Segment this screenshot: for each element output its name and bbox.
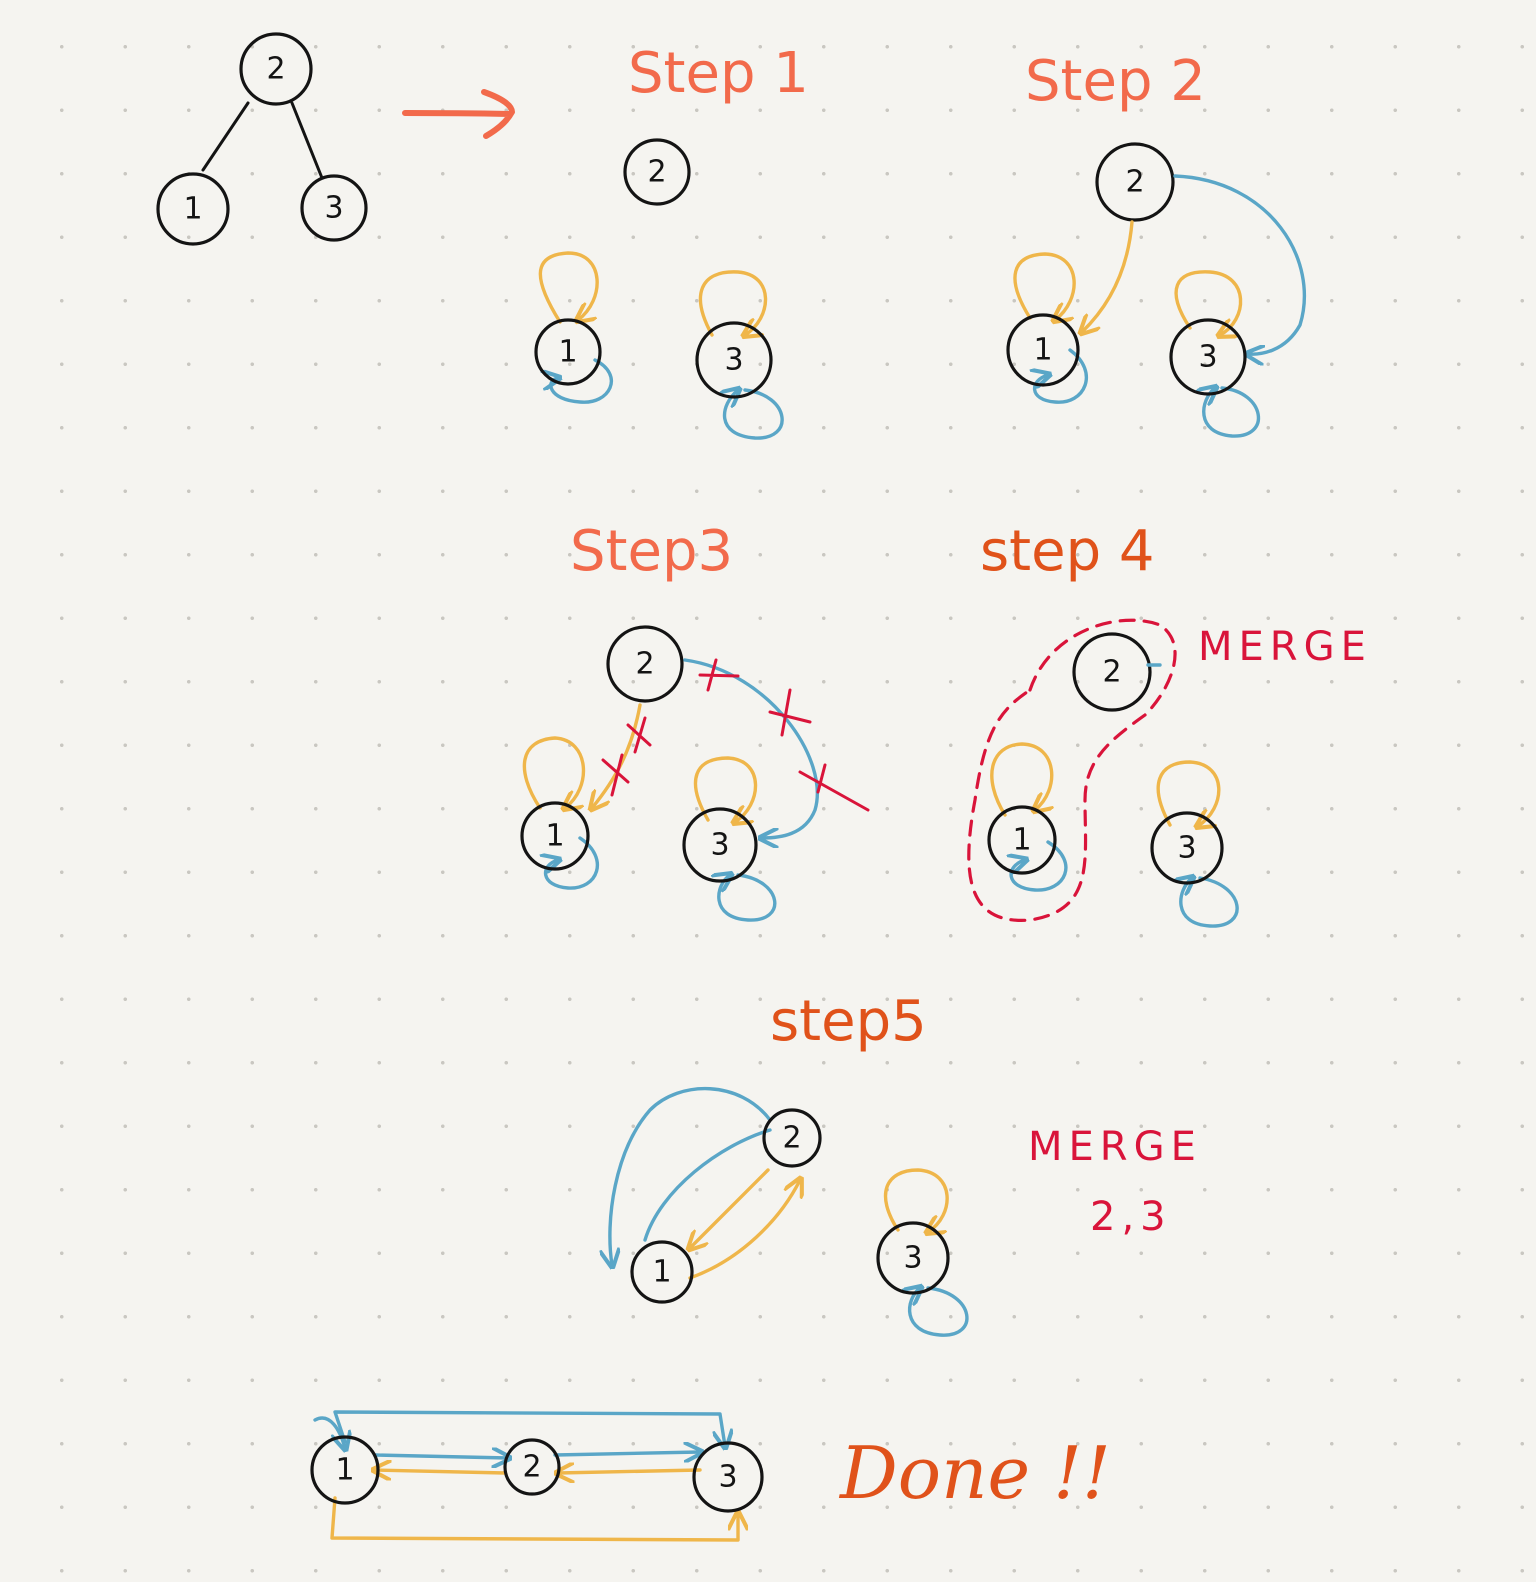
step3-cut-mark-5 [798,763,870,812]
step3-cut-mark-4 [768,688,812,737]
step5-edge-1-to-2-orange [688,1180,800,1280]
final-node-1-blue-in [313,1416,345,1448]
step1-node-1-label: 1 [558,335,577,370]
step2-node-1-label: 1 [1033,333,1052,368]
tree-node-2-label: 2 [266,52,285,87]
step2-node-2: 2 [1095,142,1175,222]
step4-heading: step 4 [980,519,1155,584]
step2-node-1: 1 [1006,313,1080,387]
tree-edge-left [201,101,250,172]
step5-merge-label-line1: MERGE [1028,1124,1202,1170]
step2-node-3-right-self-loop [1204,388,1261,438]
step4-node-3-right-self-loop [1181,878,1239,928]
original-tree: 2 1 3 [156,32,515,246]
step3-node-1-left-self-loop [522,736,586,808]
step1-node-3-left-self-loop [698,270,768,335]
step4-node-3-left-self-loop [1156,760,1221,826]
tree-edge-right [290,101,324,180]
step3-node-3-right-self-loop [719,875,777,922]
tree-node-2: 2 [239,32,313,106]
step4-node-3: 3 [1150,811,1224,885]
final-edge-1-to-2-blue [373,1455,508,1458]
step5-edge-1-to-2-inner [643,1128,772,1242]
step3-cut-mark-3 [698,658,740,692]
final-edge-2-to-1-orange [375,1470,507,1473]
step3-node-3-label: 3 [710,828,729,863]
done-label: Done !! [838,1431,1111,1515]
step2-node-3: 3 [1169,318,1247,396]
step5-heading: step5 [770,989,927,1054]
tree-node-1-label: 1 [183,192,202,227]
step2-heading: Step 2 [1025,49,1206,114]
step4-node-1-left-self-loop [990,742,1052,817]
final-list-group: 1 2 3 Done !! [310,1410,1111,1542]
step5-merge-label-line2: 2,3 [1090,1194,1172,1240]
step1-node-1: 1 [534,318,602,386]
step1-node-3-right-self-loop [725,390,784,440]
step4-node-2: 2 [1072,632,1152,712]
step3-group: Step3 2 1 3 [520,519,870,922]
final-edge-2-to-3-blue [553,1452,700,1455]
step1-node-1-left-self-loop [538,251,599,322]
step5-edge-2-to-1-orange [690,1168,770,1248]
step3-node-1-label: 1 [545,819,564,854]
step1-group: Step 1 2 1 3 [534,41,809,440]
step5-node-2: 2 [762,1108,822,1168]
final-node-2-label: 2 [522,1450,541,1485]
step5-node-3: 3 [876,1221,950,1295]
step3-edge-2-left-to-1 [592,703,642,808]
step3-cut-mark-2 [601,753,630,797]
step5-node-1-label: 1 [652,1255,671,1290]
tree-node-3-label: 3 [324,191,343,226]
step3-heading: Step3 [570,519,733,584]
step3-node-2-label: 2 [635,647,654,682]
step4-group: step 4 MERGE 2 1 3 [967,519,1372,928]
step2-edge-2-left-to-1 [1082,220,1134,332]
step3-node-3-left-self-loop [693,756,758,822]
step4-merge-boundary [967,618,1177,922]
step3-cut-marks [601,658,870,812]
step3-edge-2-right-to-3 [683,658,819,838]
step2-edge-2-right-to-3 [1173,174,1306,354]
step5-node-1: 1 [630,1240,694,1304]
step3-node-2: 2 [606,625,684,703]
step1-node-2: 2 [623,138,691,206]
final-node-1-label: 1 [335,1453,354,1488]
tree-node-1: 1 [156,172,230,246]
step1-heading: Step 1 [628,41,809,106]
final-edge-3-to-1-orange-bottom [330,1496,738,1542]
step2-node-1-left-self-loop [1013,252,1076,320]
step3-cut-mark-1 [626,716,652,754]
final-node-3: 3 [692,1441,764,1513]
step1-node-2-label: 2 [647,155,666,190]
step2-node-3-label: 3 [1198,340,1217,375]
step2-node-2-label: 2 [1125,165,1144,200]
step4-node-1-label: 1 [1012,823,1031,858]
step5-edge-2-to-1-outer [610,1086,772,1265]
step1-node-1-right-self-loop [551,358,614,404]
step5-node-3-right-self-loop [910,1288,969,1337]
step2-node-3-left-self-loop [1174,270,1243,335]
final-edge-1-to-3-blue-top [333,1410,725,1446]
final-node-1: 1 [310,1435,380,1505]
step1-node-3-label: 3 [724,343,743,378]
step5-node-3-left-self-loop [883,1168,949,1232]
step4-node-3-label: 3 [1177,831,1196,866]
final-edge-3-to-2-orange [558,1470,702,1473]
step4-node-1: 1 [987,805,1057,875]
step5-node-2-label: 2 [782,1121,801,1156]
step4-merge-label: MERGE [1198,624,1372,670]
final-node-2: 2 [503,1438,561,1496]
tree-node-3: 3 [300,174,368,242]
step2-group: Step 2 2 1 3 [1006,49,1306,438]
transform-arrow [402,89,515,139]
step1-node-3: 3 [695,321,773,399]
step3-node-3: 3 [682,807,758,883]
step5-group: step5 MERGE 2,3 2 1 3 [610,989,1202,1337]
step4-node-2-label: 2 [1102,655,1121,690]
step5-node-3-label: 3 [903,1241,922,1276]
final-node-3-label: 3 [718,1460,737,1495]
step3-node-1: 1 [520,801,590,871]
